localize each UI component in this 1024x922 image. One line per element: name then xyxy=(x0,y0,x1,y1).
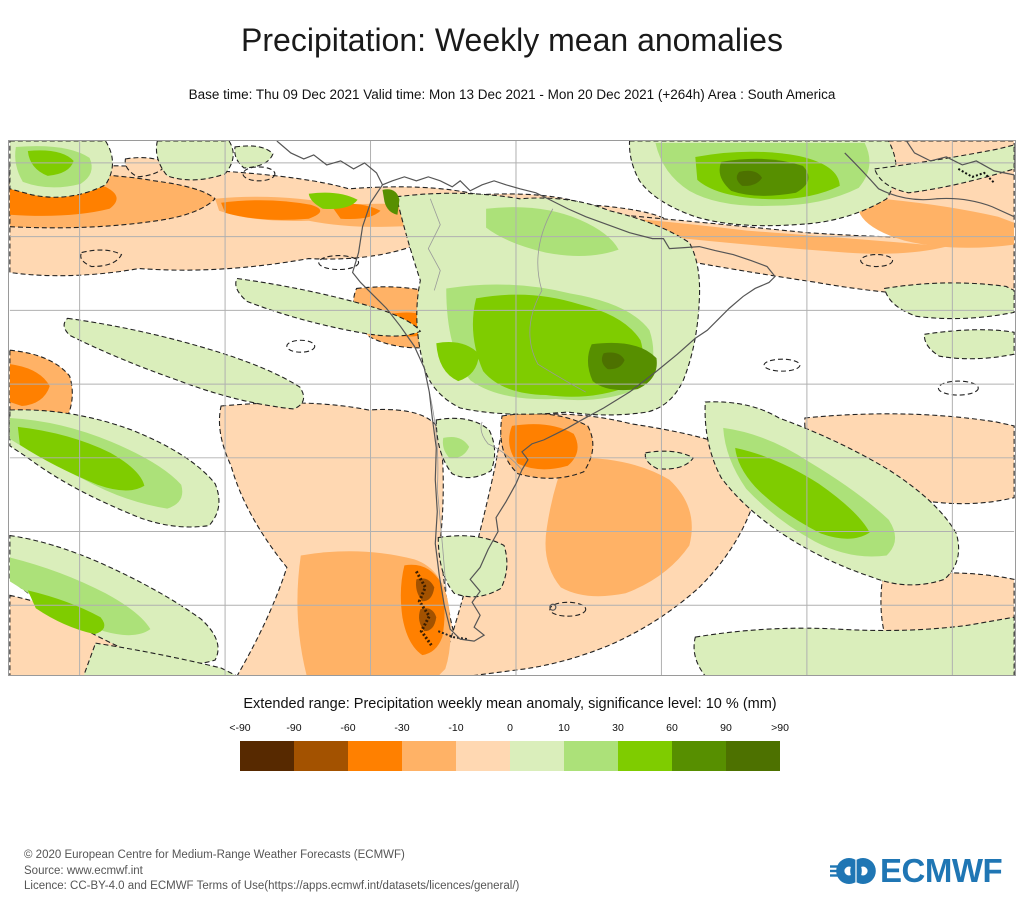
ecmwf-logo: ECMWF xyxy=(830,849,1008,893)
legend-color-cell xyxy=(564,741,618,771)
legend-tick-label: >90 xyxy=(771,722,789,734)
anomaly-fill-darkest-green xyxy=(601,170,763,370)
significance-contours xyxy=(80,166,979,617)
anomaly-map-svg xyxy=(9,141,1015,675)
legend-tick-label: 90 xyxy=(720,722,732,734)
anomaly-map xyxy=(8,140,1016,676)
legend-color-cell xyxy=(240,741,294,771)
page-title: Precipitation: Weekly mean anomalies xyxy=(241,22,783,58)
legend-color-cell xyxy=(348,741,402,771)
page-subtitle: Base time: Thu 09 Dec 2021 Valid time: M… xyxy=(188,87,836,102)
legend-color-cell xyxy=(294,741,348,771)
legend-tick-labels: <-90 -90 -60 -30 -10 0 10 30 60 90 >90 xyxy=(229,722,789,736)
footer-source: Source: www.ecmwf.int xyxy=(24,864,143,877)
legend-tick-label: 0 xyxy=(507,722,513,734)
legend-tick-label: -60 xyxy=(340,722,356,734)
graticule xyxy=(9,141,1015,675)
legend-title: Extended range: Precipitation weekly mea… xyxy=(243,696,777,712)
footer-attribution: © 2020 European Centre for Medium-Range … xyxy=(24,848,519,895)
coastline xyxy=(276,141,1015,642)
legend-colorbar xyxy=(240,741,780,771)
ecmwf-logo-text: ECMWF xyxy=(880,852,1003,889)
legend-tick-label: 10 xyxy=(558,722,570,734)
country-borders xyxy=(427,198,586,592)
footer-copyright: © 2020 European Centre for Medium-Range … xyxy=(24,849,405,861)
legend-tick-label: -30 xyxy=(394,722,410,734)
legend-color-cell xyxy=(726,741,780,771)
legend-color-cell xyxy=(402,741,456,771)
legend-tick-label: 60 xyxy=(666,722,678,734)
anomaly-fill-brown-andes xyxy=(415,570,469,646)
ecmwf-logo-icon xyxy=(830,858,876,884)
legend-color-cell xyxy=(456,741,510,771)
legend-color-cell xyxy=(510,741,564,771)
footer-licence: Licence: CC-BY-4.0 and ECMWF Terms of Us… xyxy=(24,880,520,892)
legend-tick-label: -10 xyxy=(448,722,464,734)
legend-tick-label: <-90 xyxy=(229,722,251,734)
legend-tick-label: 30 xyxy=(612,722,624,734)
legend-color-cell xyxy=(672,741,726,771)
legend-color-cell xyxy=(618,741,672,771)
legend-tick-label: -90 xyxy=(286,722,302,734)
